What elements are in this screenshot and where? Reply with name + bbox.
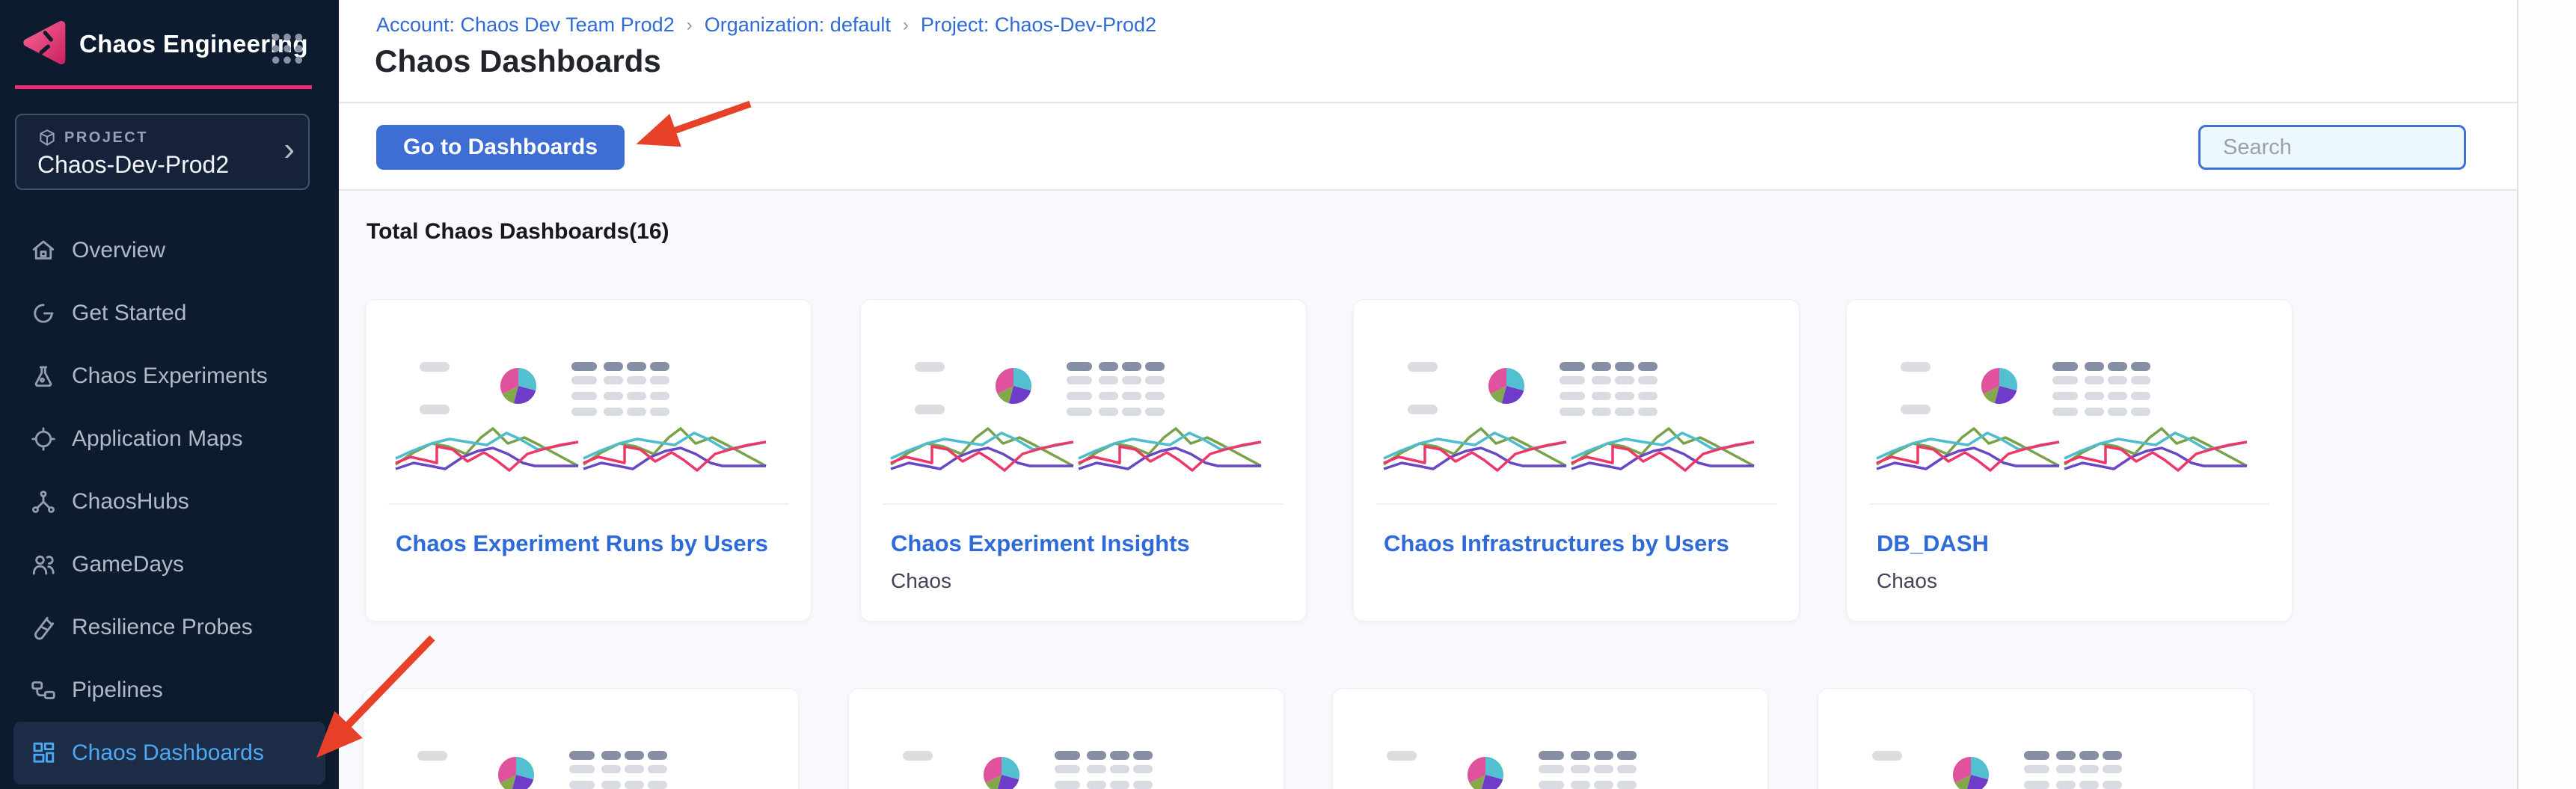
sidebar: Chaos Engineering PROJECT Chaos-Dev-Prod… — [0, 0, 339, 789]
get-started-icon — [30, 300, 57, 327]
dashboard-card-thumbnail — [1818, 689, 2253, 789]
total-dashboards-heading: Total Chaos Dashboards(16) — [367, 219, 669, 244]
sidebar-item-chaos-experiments[interactable]: Chaos Experiments — [0, 345, 339, 408]
dashboard-card[interactable] — [363, 688, 799, 789]
dashboard-preview-art — [394, 362, 767, 472]
sidebar-menu: Overview Get Started Chaos Experiments A… — [0, 219, 339, 785]
breadcrumb-project-link[interactable]: Project: Chaos-Dev-Prod2 — [920, 13, 1157, 36]
dashboard-grid-icon — [30, 740, 57, 767]
dashboard-card-thumbnail — [1333, 689, 1767, 789]
sidebar-item-chaoshubs[interactable]: ChaosHubs — [0, 470, 339, 533]
dashboard-preview-art — [1387, 751, 1637, 789]
dashboard-preview-art — [417, 751, 667, 789]
project-selector[interactable]: PROJECT Chaos-Dev-Prod2 › — [15, 114, 310, 190]
toolbar: Go to Dashboards — [339, 103, 2517, 191]
dashboard-preview-art — [889, 362, 1263, 472]
go-to-dashboards-button[interactable]: Go to Dashboards — [376, 125, 625, 170]
target-icon — [30, 426, 57, 452]
sidebar-item-pipelines[interactable]: Pipelines — [0, 659, 339, 722]
search-box[interactable] — [2198, 125, 2506, 170]
project-cube-icon — [40, 129, 55, 146]
dashboard-card[interactable] — [1818, 688, 2254, 789]
people-icon — [30, 551, 57, 578]
dashboard-card-thumbnail — [1354, 300, 1799, 503]
sidebar-item-get-started[interactable]: Get Started — [0, 282, 339, 345]
dashboard-preview-art — [1872, 751, 2122, 789]
brand-accent-divider — [15, 85, 312, 89]
dashboard-card[interactable]: Chaos Experiment Runs by Users — [365, 299, 812, 621]
flask-icon — [30, 363, 57, 390]
main-panel: Account: Chaos Dev Team Prod2 › Organiza… — [339, 0, 2517, 789]
dashboard-card-title[interactable]: DB_DASH — [1877, 530, 1989, 556]
dashboard-card[interactable] — [1332, 688, 1768, 789]
project-name: Chaos-Dev-Prod2 — [37, 151, 230, 178]
right-edge-panel — [2517, 0, 2576, 789]
breadcrumb-account-link[interactable]: Account: Chaos Dev Team Prod2 — [376, 13, 675, 36]
search-input[interactable] — [2221, 134, 2506, 161]
project-label: PROJECT — [64, 129, 148, 146]
dashboard-card[interactable] — [848, 688, 1284, 789]
dashboard-card[interactable]: Chaos Experiment Insights Chaos — [860, 299, 1307, 621]
dashboard-card[interactable]: DB_DASH Chaos — [1846, 299, 2293, 621]
sidebar-item-overview[interactable]: Overview — [0, 219, 339, 282]
pipeline-icon — [30, 677, 57, 704]
chevron-right-icon: › — [283, 131, 295, 168]
breadcrumb-organization-link[interactable]: Organization: default — [704, 13, 891, 36]
brand-header: Chaos Engineering — [0, 0, 339, 85]
dashboard-preview-art — [903, 751, 1153, 789]
dashboard-card[interactable]: Chaos Infrastructures by Users — [1353, 299, 1800, 621]
dashboard-preview-art — [1875, 362, 2248, 472]
dashboards-content: Total Chaos Dashboards(16) — [339, 191, 2517, 789]
dashboard-card-thumbnail — [1847, 300, 2292, 503]
dashboard-card-title[interactable]: Chaos Experiment Insights — [891, 530, 1190, 556]
breadcrumb-separator: › — [686, 14, 693, 35]
breadcrumb-separator: › — [902, 14, 909, 35]
sidebar-item-chaos-dashboards[interactable]: Chaos Dashboards — [13, 722, 325, 785]
page-title: Chaos Dashboards — [375, 43, 661, 79]
sidebar-item-gamedays[interactable]: GameDays — [0, 533, 339, 596]
breadcrumb: Account: Chaos Dev Team Prod2 › Organiza… — [376, 13, 1156, 37]
dashboard-card-title[interactable]: Chaos Infrastructures by Users — [1384, 530, 1729, 556]
module-switcher-icon[interactable] — [269, 31, 305, 66]
dashboard-card-thumbnail — [861, 300, 1306, 503]
sidebar-item-application-maps[interactable]: Application Maps — [0, 408, 339, 470]
page-header: Account: Chaos Dev Team Prod2 › Organiza… — [339, 0, 2517, 103]
dashboard-card-title[interactable]: Chaos Experiment Runs by Users — [396, 530, 768, 556]
dashboard-preview-art — [1382, 362, 1755, 472]
home-icon — [30, 237, 57, 264]
dashboard-card-subtitle: Chaos — [891, 569, 951, 592]
dashboard-card-subtitle: Chaos — [1877, 569, 1937, 592]
harness-chaos-logo-icon — [23, 20, 66, 65]
product-name: Chaos Engineering — [79, 30, 308, 58]
test-tube-icon — [30, 614, 57, 641]
dashboard-card-thumbnail — [849, 689, 1284, 789]
sidebar-item-resilience-probes[interactable]: Resilience Probes — [0, 596, 339, 659]
dashboard-card-thumbnail — [366, 300, 811, 503]
hub-network-icon — [30, 488, 57, 515]
dashboard-card-thumbnail — [364, 689, 798, 789]
